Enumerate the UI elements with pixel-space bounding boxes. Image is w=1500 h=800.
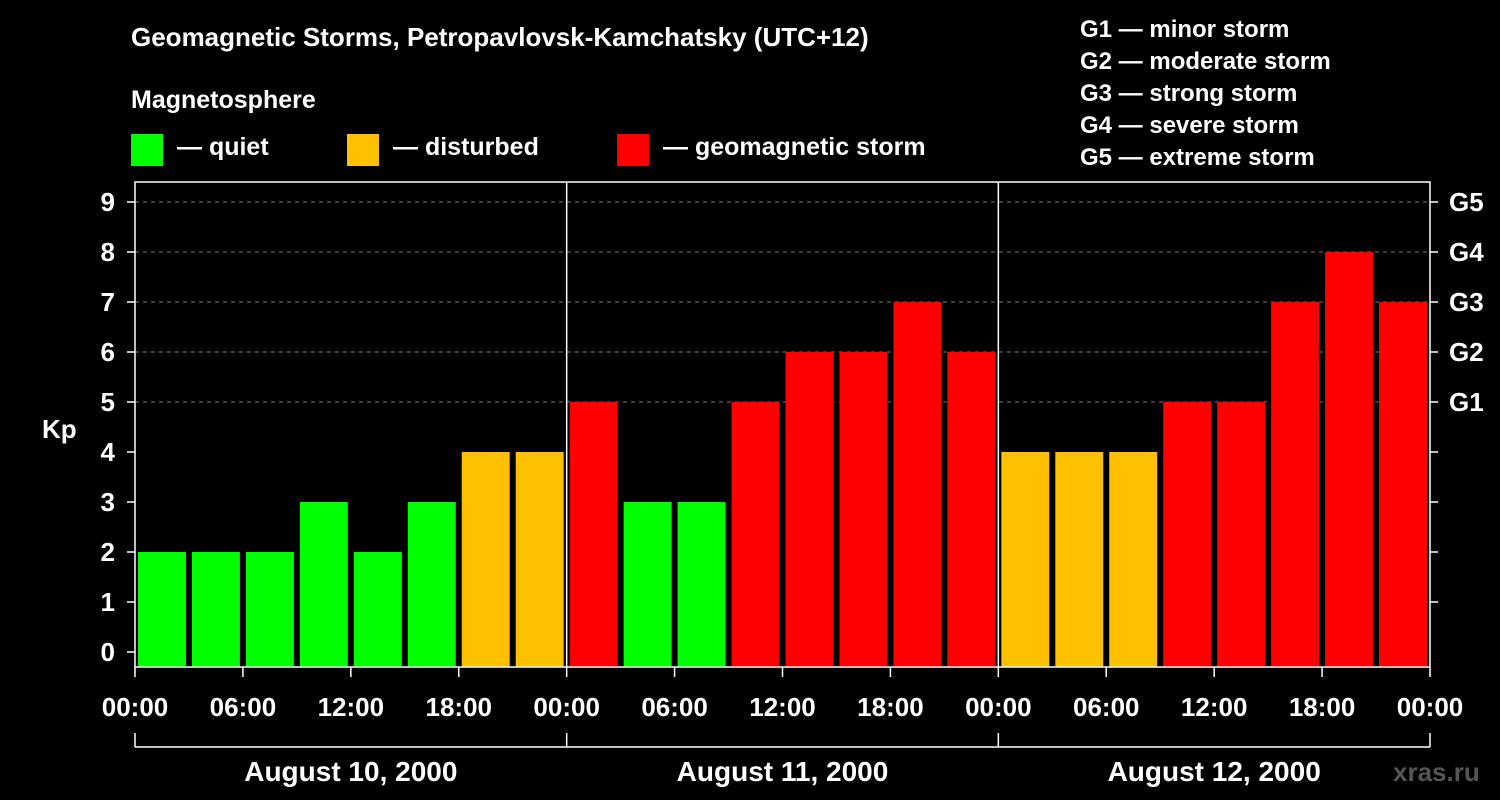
- kp-bar: [407, 502, 456, 667]
- kp-bar: [893, 302, 942, 667]
- legend-swatch-quiet: [131, 134, 163, 166]
- legend-swatch-storm: [617, 134, 649, 166]
- x-tick-label: 18:00: [426, 692, 493, 722]
- g-scale-item: G4 — severe storm: [1080, 112, 1299, 139]
- x-tick-label: 18:00: [857, 692, 924, 722]
- kp-bar: [299, 502, 348, 667]
- watermark: xras.ru: [1393, 757, 1480, 787]
- kp-bar: [245, 552, 294, 667]
- kp-bar: [1325, 252, 1374, 667]
- kp-bar: [515, 452, 564, 667]
- kp-bar: [461, 452, 510, 667]
- kp-bar: [353, 552, 402, 667]
- y-tick-label: 0: [101, 637, 115, 667]
- kp-bar: [623, 502, 672, 667]
- kp-bar: [1217, 402, 1266, 667]
- day-label: August 12, 2000: [1108, 756, 1321, 787]
- g-level-label: G1: [1449, 387, 1484, 417]
- x-tick-label: 00:00: [102, 692, 169, 722]
- kp-bar: [191, 552, 240, 667]
- y-tick-label: 6: [101, 337, 115, 367]
- kp-bar: [1163, 402, 1212, 667]
- kp-bar: [569, 402, 618, 667]
- day-label: August 11, 2000: [677, 756, 889, 787]
- y-tick-label: 7: [101, 287, 115, 317]
- x-tick-label: 06:00: [1073, 692, 1140, 722]
- y-tick-label: 5: [101, 387, 115, 417]
- x-tick-label: 00:00: [1397, 692, 1464, 722]
- x-tick-label: 00:00: [533, 692, 600, 722]
- y-tick-label: 9: [101, 187, 115, 217]
- g-level-label: G2: [1449, 337, 1484, 367]
- y-tick-label: 3: [101, 487, 115, 517]
- kp-bar: [731, 402, 780, 667]
- g-scale-item: G3 — strong storm: [1080, 80, 1298, 107]
- g-scale-item: G1 — minor storm: [1080, 16, 1290, 43]
- kp-bar: [1001, 452, 1050, 667]
- g-level-label: G3: [1449, 287, 1484, 317]
- kp-bar: [839, 352, 888, 667]
- g-scale-item: G5 — extreme storm: [1080, 144, 1315, 171]
- y-tick-label: 2: [101, 537, 115, 567]
- legend-swatch-disturbed: [347, 134, 379, 166]
- y-axis-label: Kp: [42, 414, 77, 444]
- y-tick-label: 8: [101, 237, 115, 267]
- kp-bar: [785, 352, 834, 667]
- kp-bar: [138, 552, 186, 667]
- g-level-label: G5: [1449, 187, 1484, 217]
- kp-bar: [1271, 302, 1320, 667]
- x-tick-label: 18:00: [1289, 692, 1356, 722]
- g-scale-item: G2 — moderate storm: [1080, 48, 1331, 75]
- kp-bar: [1055, 452, 1104, 667]
- x-tick-label: 06:00: [641, 692, 708, 722]
- y-tick-label: 4: [101, 437, 116, 467]
- kp-bar: [947, 352, 996, 667]
- legend-title: Magnetosphere: [131, 86, 316, 114]
- g-level-label: G4: [1449, 237, 1484, 267]
- x-tick-label: 12:00: [749, 692, 816, 722]
- kp-bar: [1109, 452, 1158, 667]
- legend-label-quiet: — quiet: [177, 133, 269, 161]
- y-tick-label: 1: [101, 587, 115, 617]
- legend-label-disturbed: — disturbed: [393, 133, 539, 161]
- x-tick-label: 00:00: [965, 692, 1032, 722]
- chart-title: Geomagnetic Storms, Petropavlovsk-Kamcha…: [131, 22, 869, 52]
- x-tick-label: 12:00: [318, 692, 385, 722]
- x-tick-label: 12:00: [1181, 692, 1248, 722]
- day-label: August 10, 2000: [244, 756, 457, 787]
- kp-bar: [677, 502, 726, 667]
- x-tick-label: 06:00: [210, 692, 277, 722]
- legend-label-storm: — geomagnetic storm: [663, 133, 926, 161]
- kp-bar: [1379, 302, 1427, 667]
